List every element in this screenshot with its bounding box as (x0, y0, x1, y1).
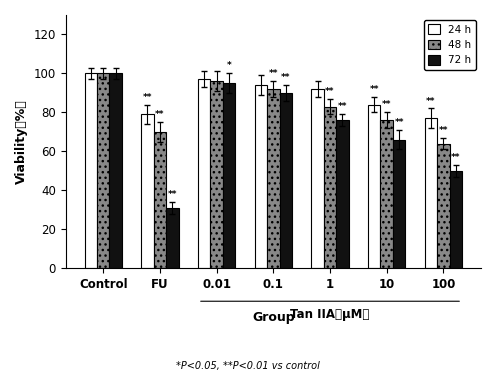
Bar (324, 106, 336, 268)
Bar (267, 89, 280, 268)
Text: **: ** (451, 153, 461, 162)
Bar (380, 120, 393, 268)
Bar (84, 74, 97, 268)
Bar (166, 208, 179, 268)
Text: **: ** (370, 85, 379, 94)
Bar (97, 74, 110, 268)
Text: **: ** (426, 96, 435, 105)
Bar (368, 105, 380, 268)
Bar (254, 85, 267, 268)
Text: **: ** (143, 93, 152, 102)
Text: Group: Group (252, 311, 295, 324)
Text: *: * (227, 62, 232, 70)
Bar (311, 89, 324, 268)
Text: **: ** (268, 69, 278, 78)
Bar (336, 120, 349, 268)
Bar (450, 171, 462, 268)
Text: **: ** (155, 110, 165, 119)
Text: **: ** (382, 100, 391, 109)
Bar (198, 79, 210, 268)
Bar (393, 140, 405, 268)
Text: **: ** (168, 190, 177, 199)
Bar (425, 118, 437, 268)
Bar (110, 74, 122, 268)
Text: **: ** (338, 102, 347, 111)
Bar (437, 144, 450, 268)
Bar (141, 114, 154, 268)
Legend: 24 h, 48 h, 72 h: 24 h, 48 h, 72 h (424, 20, 476, 70)
Text: **: ** (325, 87, 335, 96)
Bar (154, 132, 166, 268)
Text: **: ** (281, 73, 291, 82)
Bar (280, 93, 292, 268)
Text: **: ** (438, 126, 448, 135)
Text: *P<0.05, **P<0.01 vs control: *P<0.05, **P<0.01 vs control (176, 361, 320, 371)
Bar (210, 81, 223, 268)
Text: Tan IIA（μM）: Tan IIA（μM） (290, 308, 370, 321)
Text: **: ** (394, 118, 404, 127)
Bar (223, 83, 235, 268)
Y-axis label: Viability（%）: Viability（%） (15, 99, 28, 184)
